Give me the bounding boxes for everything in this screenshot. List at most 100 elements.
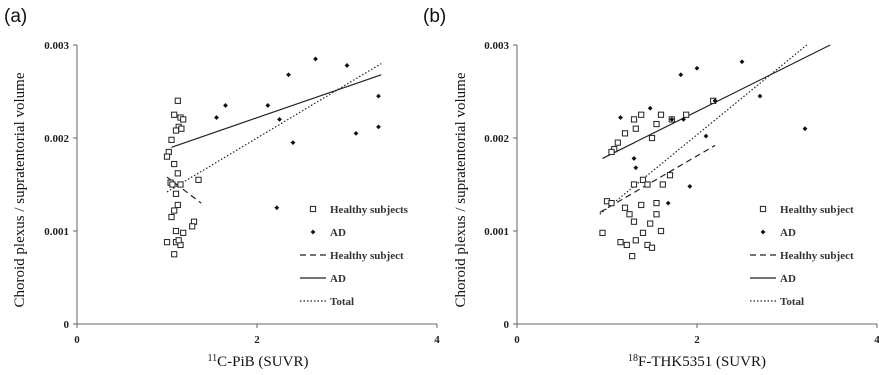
- data-point: [175, 237, 182, 244]
- data-point: [344, 63, 350, 68]
- data-point: [659, 181, 666, 188]
- data-point: [653, 120, 660, 128]
- legend-label: AD: [780, 227, 796, 239]
- data-point: [608, 200, 615, 207]
- y-tick-label: 0.001: [484, 226, 509, 238]
- data-point: [353, 130, 359, 136]
- data-point: [376, 93, 381, 99]
- panel-a: (a) Choroid plexus / supratentorial volu…: [4, 6, 440, 370]
- data-point: [638, 111, 645, 118]
- data-point: [172, 127, 180, 134]
- x-axis-label-isotope: 18: [628, 353, 638, 364]
- data-point: [739, 59, 745, 65]
- data-point: [681, 117, 686, 122]
- data-point: [171, 251, 178, 258]
- data-point: [608, 148, 615, 156]
- legend-label: AD: [330, 273, 346, 285]
- x-tick-label: 0: [74, 334, 80, 346]
- data-point: [313, 56, 318, 62]
- data-point: [178, 125, 185, 132]
- y-tick-label: 0: [504, 319, 510, 331]
- data-point: [617, 239, 624, 246]
- legend-label: Total: [780, 296, 804, 308]
- data-point: [171, 111, 178, 118]
- data-point: [638, 201, 645, 209]
- data-point: [214, 115, 219, 120]
- data-point: [678, 72, 684, 78]
- data-point: [376, 124, 381, 130]
- legend-marker: [760, 229, 766, 235]
- data-point: [802, 126, 808, 132]
- data-point: [626, 211, 633, 218]
- data-point: [669, 117, 675, 122]
- data-point: [277, 117, 282, 122]
- data-point: [168, 136, 175, 143]
- legend-label: Healthy subject: [780, 204, 854, 216]
- data-point: [639, 229, 647, 236]
- fit-line-solid: [171, 74, 382, 148]
- data-point: [712, 98, 718, 104]
- legend-label: AD: [780, 273, 796, 285]
- data-point: [683, 111, 690, 118]
- legend-label: Healthy subjects: [330, 204, 409, 216]
- data-point: [614, 139, 621, 146]
- panel-b: (b) Choroid plexus / supratentorial volu…: [423, 6, 879, 370]
- data-point: [694, 65, 700, 71]
- data-point: [174, 170, 181, 177]
- data-point: [639, 176, 647, 183]
- data-point: [648, 244, 656, 251]
- data-point: [648, 134, 656, 142]
- data-point: [274, 205, 280, 211]
- x-tick-label: 0: [514, 334, 520, 346]
- legend-marker: [759, 205, 767, 213]
- data-point: [180, 229, 187, 236]
- data-point: [629, 253, 636, 260]
- y-tick-label: 0.002: [44, 133, 69, 145]
- x-axis-label: 11C-PiB (SUVR): [208, 353, 309, 371]
- x-tick-label: 2: [694, 334, 700, 346]
- data-point: [599, 229, 606, 236]
- x-axis-label-text: F-THK5351 (SUVR): [638, 354, 766, 370]
- x-axis-label: 18F-THK5351 (SUVR): [628, 353, 766, 371]
- legend-label: Total: [330, 296, 354, 308]
- data-point: [621, 130, 629, 137]
- data-point: [657, 227, 665, 235]
- fit-line-dashed: [599, 144, 716, 213]
- y-tick-label: 0.002: [484, 133, 509, 145]
- data-point: [172, 190, 180, 197]
- y-tick-label: 0.003: [44, 40, 69, 52]
- legend-label: Healthy subject: [330, 250, 404, 262]
- data-point: [647, 220, 654, 227]
- data-point: [703, 133, 709, 139]
- data-point: [163, 153, 171, 160]
- data-point: [163, 239, 171, 246]
- legend-marker: [310, 229, 316, 235]
- fit-line-dotted: [599, 44, 808, 215]
- data-point: [172, 227, 180, 235]
- data-point: [189, 223, 196, 230]
- data-point: [223, 103, 228, 108]
- panel-label: (b): [423, 6, 446, 27]
- data-point: [665, 200, 671, 206]
- data-point: [618, 115, 623, 120]
- x-axis-label-text: C-PiB (SUVR): [217, 354, 308, 370]
- x-tick-label: 2: [254, 334, 260, 346]
- data-point: [633, 165, 639, 171]
- data-point: [630, 181, 638, 188]
- fit-line-dashed: [166, 176, 202, 204]
- data-point: [290, 140, 296, 146]
- legend-marker: [309, 205, 317, 213]
- data-point: [177, 181, 184, 188]
- y-tick-label: 0: [64, 319, 70, 331]
- data-point: [265, 103, 271, 108]
- data-point: [180, 116, 187, 123]
- data-point: [632, 125, 639, 132]
- data-point: [666, 172, 674, 179]
- data-point: [644, 181, 651, 188]
- x-tick-label: 4: [434, 334, 440, 346]
- panel-label: (a): [4, 6, 27, 27]
- data-point: [630, 218, 638, 225]
- y-tick-label: 0.003: [484, 40, 509, 52]
- data-point: [653, 200, 660, 207]
